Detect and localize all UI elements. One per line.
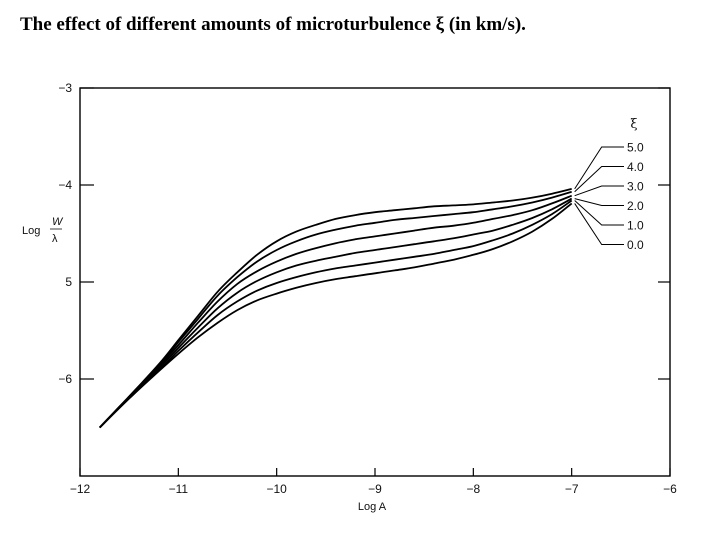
legend-leader-line	[574, 146, 624, 190]
series-line-3-0	[99, 194, 573, 429]
y-axis-label-numerator: W	[52, 216, 64, 228]
x-tick-label: −12	[70, 482, 91, 496]
figure-title: The effect of different amounts of micro…	[20, 14, 526, 35]
legend-entry-2-0: 2.0	[627, 199, 644, 213]
legend-entry-1-0: 1.0	[627, 219, 644, 233]
y-tick-label: −4	[58, 178, 72, 192]
legend-entry-4-0: 4.0	[627, 160, 644, 174]
series-line-2-0	[99, 197, 573, 429]
series-line-5-0	[99, 188, 572, 429]
legend-title: ξ	[630, 117, 637, 132]
y-axis-label-prefix: Log	[22, 225, 40, 237]
y-tick-label: 5	[65, 275, 72, 289]
x-axis-ticks: −12 −11 −10 −9 −8 −7 −6	[70, 468, 677, 496]
series-lines	[99, 188, 573, 429]
legend-leader-line	[574, 200, 624, 226]
x-tick-label: −9	[368, 482, 382, 496]
series-line-4-0	[99, 190, 572, 429]
x-tick-label: −11	[169, 482, 189, 496]
legend-leader-line	[574, 198, 624, 206]
y-tick-label: −3	[58, 81, 72, 95]
x-tick-label: −10	[266, 482, 287, 496]
plot-frame	[79, 87, 671, 477]
series-line-0-0	[99, 202, 573, 429]
x-tick-label: −7	[565, 482, 579, 496]
x-axis-label: Log A	[358, 501, 387, 513]
legend-leader-line	[574, 185, 624, 197]
y-tick-label: −6	[58, 372, 72, 386]
y-axis-label: Log W λ	[22, 216, 64, 245]
legend-entry-5-0: 5.0	[627, 141, 644, 155]
y-axis-label-denominator: λ	[52, 233, 58, 245]
x-tick-label: −8	[466, 482, 480, 496]
series-line-1-0	[99, 199, 573, 429]
legend-entry-0-0: 0.0	[627, 238, 644, 252]
legend-leader-line	[574, 203, 624, 245]
legend: ξ 5.0 4.0 3.0 2.0 1.0 0.0	[574, 117, 644, 252]
y-axis-ticks: −3 −4 5 −6	[58, 81, 670, 386]
legend-entry-3-0: 3.0	[627, 180, 644, 194]
legend-leader-line	[574, 166, 624, 193]
x-tick-label: −6	[663, 482, 677, 496]
